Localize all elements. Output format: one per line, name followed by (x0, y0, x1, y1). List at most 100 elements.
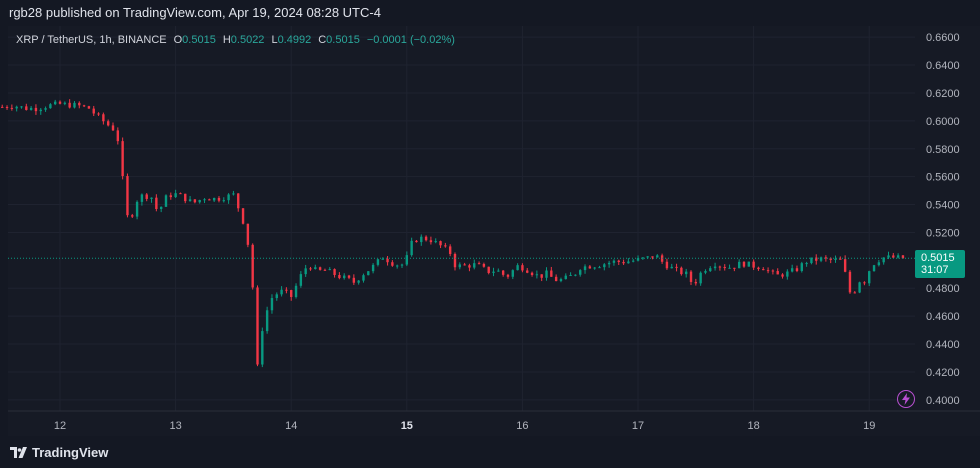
candle-body (121, 141, 124, 177)
candle-body (169, 195, 173, 198)
candle-body (733, 267, 736, 269)
candle-body (256, 287, 259, 365)
candle-body (892, 255, 895, 258)
candle-body (848, 271, 852, 293)
candle-body (617, 260, 620, 262)
candle-body (723, 266, 726, 269)
candle-body (135, 201, 139, 217)
x-tick-label: 12 (54, 420, 66, 432)
candle-body (415, 240, 418, 243)
candle-body (463, 264, 466, 266)
candle-body (579, 270, 582, 275)
candle-body (612, 260, 616, 263)
candle-body (362, 275, 365, 281)
candle-body (713, 266, 717, 269)
lightning-icon[interactable] (897, 390, 915, 408)
candle-body (709, 268, 712, 272)
candle-body (424, 236, 428, 241)
candle-body (506, 274, 510, 277)
candle-body (453, 253, 457, 268)
candle-body (68, 102, 71, 108)
candle-body (63, 102, 67, 104)
open-label: O (173, 34, 183, 46)
chart-frame[interactable] (8, 26, 980, 436)
candle-body (593, 267, 596, 269)
candle-body (400, 264, 404, 266)
candle-body (212, 197, 216, 201)
candle-body (588, 266, 592, 269)
candle-body (338, 274, 341, 279)
candle-body (367, 271, 370, 276)
candle-body (497, 270, 500, 272)
candle-body (868, 271, 871, 284)
candle-body (395, 265, 399, 267)
y-tick-label: 0.6600 (926, 32, 960, 44)
candle-body (535, 274, 539, 276)
candle-body (25, 106, 28, 110)
y-tick-label: 0.4600 (926, 311, 960, 323)
candle-body (632, 260, 635, 262)
x-tick-label: 18 (748, 420, 760, 432)
candle-body (603, 264, 606, 268)
y-tick-label: 0.4000 (926, 395, 960, 407)
candle-body (318, 267, 322, 270)
candle-body (771, 270, 775, 272)
candle-body (140, 194, 144, 202)
candle-body (795, 268, 799, 272)
candle-body (203, 199, 206, 201)
candle-body (328, 269, 331, 271)
candle-body (343, 275, 346, 279)
high-value: 0.5022 (230, 34, 265, 46)
candle-body (131, 215, 134, 217)
candle-body (843, 259, 847, 272)
candle-body (92, 108, 95, 114)
candle-body (188, 199, 192, 202)
candle-body (834, 258, 837, 260)
candle-body (323, 269, 327, 271)
x-tick-label: 19 (863, 420, 875, 432)
candle-body (357, 280, 360, 283)
candle-body (314, 267, 317, 270)
candle-body (670, 266, 673, 269)
high-label: H (222, 34, 231, 46)
candle-body (752, 261, 755, 268)
candle-body (737, 261, 741, 269)
candle-body (815, 257, 818, 261)
candle-body (290, 290, 293, 297)
candle-body (689, 271, 693, 282)
candle-body (636, 258, 640, 261)
candle-body (646, 256, 649, 258)
y-tick-label: 0.5600 (926, 172, 960, 184)
candle-body (694, 281, 698, 284)
candle-body (420, 236, 423, 243)
y-tick-label: 0.4400 (926, 339, 960, 351)
candle-body (391, 262, 394, 266)
candle-body (800, 263, 803, 272)
candle-body (492, 271, 495, 273)
symbol-label[interactable]: XRP / TetherUS, 1h, BINANCE (16, 34, 167, 46)
candle-body (116, 130, 120, 142)
candle-body (468, 265, 471, 268)
change-value: −0.0001 (−0.02%) (366, 34, 455, 46)
candle-body (853, 292, 856, 294)
candle-body (477, 263, 481, 265)
candle-body (627, 261, 630, 264)
candle-body (863, 282, 866, 284)
candle-body (882, 257, 885, 263)
candle-body (766, 270, 770, 272)
candle-body (776, 271, 779, 275)
candle-body (15, 106, 18, 109)
candle-body (246, 223, 250, 245)
candle-body (280, 289, 283, 295)
candle-body (434, 241, 437, 243)
footer-brand[interactable]: TradingView (10, 445, 108, 460)
candle-body (901, 255, 905, 259)
candle-body (386, 258, 389, 263)
candle-body (656, 255, 659, 258)
candle-body (20, 106, 23, 108)
close-label: C (318, 34, 327, 46)
close-value: 0.5015 (326, 34, 360, 46)
candle-body (540, 274, 543, 278)
x-tick-label: 15 (401, 420, 413, 432)
